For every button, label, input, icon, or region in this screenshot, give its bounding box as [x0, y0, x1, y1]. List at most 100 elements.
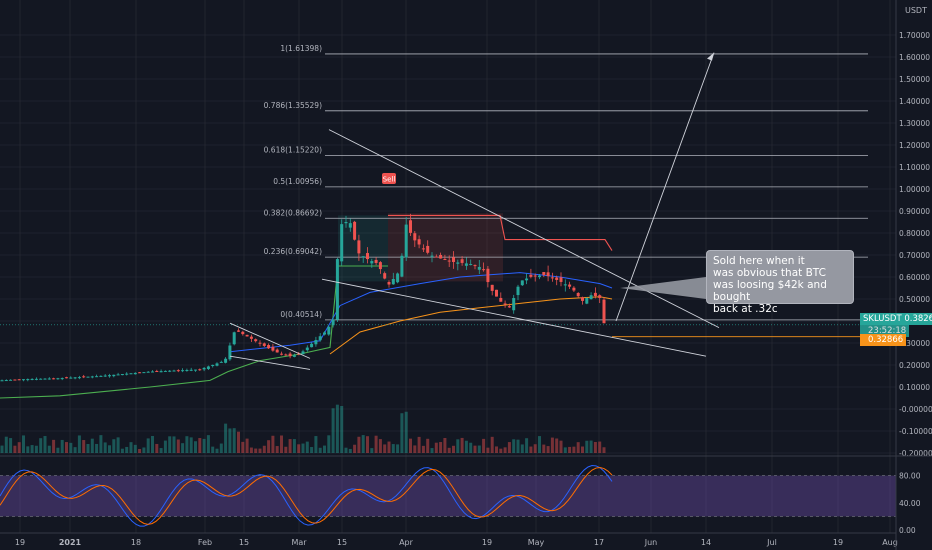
- volume-bar: [542, 444, 546, 453]
- volume-bar: [138, 448, 142, 453]
- candle-body: [65, 377, 68, 379]
- volume-bar: [86, 443, 90, 453]
- volume-bar: [47, 445, 51, 453]
- volume-bar: [26, 446, 30, 453]
- candle-body: [159, 371, 163, 373]
- candle-body: [275, 349, 279, 353]
- volume-bar: [503, 447, 507, 453]
- candle-body: [43, 378, 47, 380]
- volume-bar: [576, 442, 580, 453]
- candle-body: [340, 224, 344, 262]
- stoch-d-line: [0, 467, 613, 525]
- candle-body: [507, 306, 511, 308]
- volume-bar: [275, 446, 279, 453]
- candle-body: [430, 255, 434, 257]
- volume-bar: [155, 443, 159, 453]
- price-tick-label: 0.60000: [899, 273, 930, 282]
- candle-body: [417, 239, 421, 245]
- candle-body: [292, 355, 296, 357]
- candle-body: [434, 256, 438, 258]
- fibonacci-levels: 1(1.61398) 0.786(1.35529) 0.618(1.15220) 0.…: [264, 44, 868, 321]
- volume-bar: [602, 447, 606, 453]
- volume-bar: [288, 439, 292, 453]
- projection-arrow-line: [615, 52, 715, 322]
- candle-body: [318, 336, 322, 341]
- volume-bar: [82, 440, 86, 453]
- candle-body: [598, 295, 602, 298]
- candle-body: [357, 240, 361, 254]
- time-tick-label: 2021: [59, 538, 82, 547]
- candle-body: [181, 370, 185, 372]
- lower-wedge-line: [321, 278, 707, 357]
- volume-bar: [443, 437, 447, 453]
- volume-bar: [447, 447, 451, 453]
- volume-bar: [434, 442, 438, 453]
- volume-bar: [181, 443, 185, 453]
- price-tick-label: 0.90000: [899, 207, 930, 216]
- candle-body: [490, 284, 494, 291]
- candle-body: [512, 298, 516, 311]
- candle-body: [69, 377, 73, 379]
- candle-body: [413, 233, 417, 241]
- volume-bar: [593, 441, 597, 453]
- volume-bar: [142, 447, 146, 453]
- candle-body: [185, 369, 189, 371]
- volume-bar: [421, 445, 425, 453]
- volume-bar: [559, 440, 563, 453]
- volume-bar: [473, 445, 477, 453]
- volume-bar: [585, 440, 589, 453]
- candle-body: [47, 378, 51, 380]
- volume-bar: [391, 444, 395, 453]
- volume-bar: [9, 438, 13, 453]
- volume-bar: [297, 444, 301, 453]
- candle-body: [387, 282, 391, 285]
- candle-body: [172, 370, 176, 372]
- price-tick-label: 0.10000: [899, 383, 930, 392]
- time-tick-label: 17: [594, 538, 604, 547]
- volume-bar: [400, 413, 404, 453]
- volume-bar: [460, 437, 464, 453]
- candle-body: [443, 259, 447, 261]
- volume-bar: [581, 446, 584, 453]
- time-tick-label: May: [528, 538, 545, 547]
- volume-bar: [292, 439, 296, 453]
- candle-body: [409, 220, 412, 233]
- candle-body: [546, 272, 550, 277]
- candle-body: [404, 224, 408, 258]
- candle-body: [477, 266, 481, 270]
- candle-body: [125, 373, 129, 375]
- volume-bar: [228, 428, 232, 453]
- candle-body: [323, 332, 326, 335]
- candle-body: [327, 326, 331, 335]
- candle-body: [9, 379, 13, 381]
- price-tick-label: 0.50000: [899, 295, 930, 304]
- candlesticks: [0, 213, 606, 382]
- volume-bar: [52, 439, 56, 453]
- sell-signal[interactable]: Sell: [382, 173, 396, 184]
- candle-body: [469, 264, 473, 266]
- volume-bar: [22, 435, 25, 453]
- candle-body: [249, 336, 253, 339]
- volume-bar: [378, 439, 382, 453]
- sell-signal-badge: [382, 173, 396, 184]
- candle-body: [353, 221, 357, 240]
- volume-bar: [507, 442, 511, 453]
- volume-bar: [396, 444, 400, 453]
- fib-level-label: 0.618(1.15220): [264, 146, 322, 155]
- candle-body: [138, 372, 142, 374]
- candle-body: [305, 347, 309, 351]
- stoch-tick-label: 0.00: [899, 526, 916, 535]
- candle-body: [589, 295, 593, 300]
- projection-arrow-head: [707, 52, 714, 61]
- volume-bar: [327, 435, 331, 453]
- volume-bar: [56, 447, 60, 453]
- volume-bar: [202, 438, 206, 453]
- volume-bar: [430, 448, 434, 453]
- volume-bar: [103, 442, 107, 453]
- volume-bar: [237, 431, 240, 453]
- volume-bar: [482, 438, 486, 453]
- annotation-callout[interactable]: Sold here when it was obvious that BTC w…: [706, 250, 854, 315]
- volume-bar: [314, 436, 318, 453]
- channel-fills: [338, 213, 503, 282]
